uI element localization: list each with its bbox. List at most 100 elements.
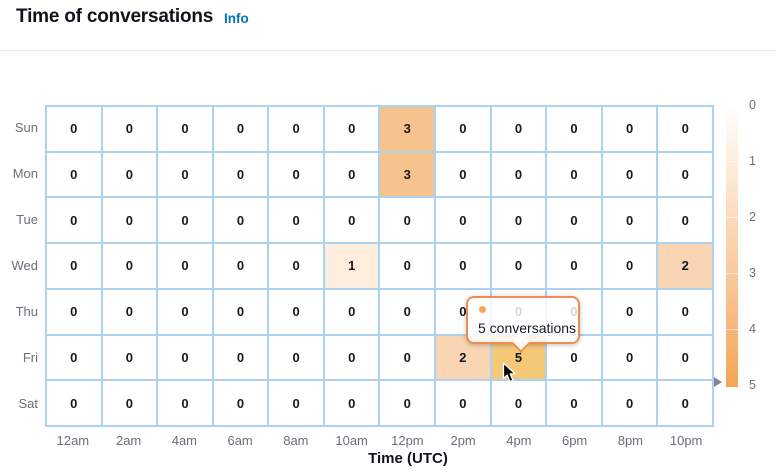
heatmap-cell[interactable]: 0 [46, 197, 102, 244]
heatmap-cell[interactable]: 0 [101, 334, 158, 381]
heatmap-cell[interactable]: 0 [101, 197, 158, 244]
x-axis-label: 4pm [506, 433, 532, 448]
x-axis-label: 4am [171, 433, 198, 448]
legend-tick-label: 3 [749, 266, 756, 280]
x-axis-label: 8pm [617, 433, 644, 448]
heatmap-cell[interactable]: 0 [268, 151, 324, 198]
heatmap-cell[interactable]: 0 [601, 380, 658, 426]
heatmap-cell[interactable]: 0 [268, 197, 324, 244]
heatmap-cell[interactable]: 0 [212, 380, 269, 426]
heatmap-cell[interactable]: 0 [323, 288, 380, 335]
heatmap-cell[interactable]: 0 [435, 380, 491, 426]
heatmap-cell[interactable]: 0 [101, 243, 158, 289]
x-axis-label: 10pm [669, 433, 703, 448]
heatmap-cell[interactable]: 0 [490, 106, 547, 152]
heatmap-cell[interactable]: 0 [157, 334, 213, 381]
heatmap-cell[interactable]: 0 [601, 334, 658, 381]
heatmap-cell[interactable]: 2 [657, 243, 713, 289]
heatmap-cell[interactable]: 0 [657, 288, 713, 335]
heatmap-cell[interactable]: 0 [46, 334, 102, 381]
heatmap-cell[interactable]: 0 [268, 380, 324, 426]
heatmap-cell[interactable]: 0 [268, 106, 324, 152]
heatmap-cell[interactable]: 0 [657, 151, 713, 198]
heatmap-cell[interactable]: 0 [379, 288, 436, 335]
heatmap-cell[interactable]: 0 [323, 106, 380, 152]
heatmap-cell[interactable]: 0 [101, 151, 158, 198]
heatmap-cell[interactable]: 0 [101, 288, 158, 335]
heatmap-cell[interactable]: 0 [490, 380, 547, 426]
heatmap-cell[interactable]: 0 [435, 243, 491, 289]
x-axis-labels: 12am 2am 4am 6am 8am 10am 12pm 2pm 4pm 6pm 8pm 10pm [45, 430, 714, 452]
heatmap-cell[interactable]: 0 [46, 151, 102, 198]
heatmap-cell[interactable]: 0 [212, 334, 269, 381]
heatmap-cell[interactable]: 0 [268, 243, 324, 289]
y-axis-label: Tue [16, 212, 38, 227]
heatmap-cell[interactable]: 0 [157, 380, 213, 426]
mouse-cursor-icon [502, 362, 516, 383]
heatmap-cell[interactable]: 0 [601, 106, 658, 152]
heatmap-cell[interactable]: 0 [546, 151, 602, 198]
heatmap-cell[interactable]: 0 [546, 197, 602, 244]
legend-step-divider [726, 329, 738, 330]
heatmap-cell[interactable]: 0 [323, 197, 380, 244]
x-axis-label: 12pm [391, 433, 424, 448]
heatmap-cell[interactable]: 0 [601, 151, 658, 198]
heatmap-cell[interactable]: 0 [212, 288, 269, 335]
heatmap-cell[interactable]: 0 [490, 243, 547, 289]
heatmap-cell[interactable]: 0 [46, 380, 102, 426]
heatmap-cell[interactable]: 0 [546, 380, 602, 426]
heatmap-cell[interactable]: 1 [323, 243, 380, 289]
heatmap-cell[interactable]: 0 [157, 151, 213, 198]
heatmap-cell[interactable]: 0 [323, 151, 380, 198]
heatmap-cell[interactable]: 3 [379, 151, 436, 198]
heatmap-cell[interactable]: 0 [268, 334, 324, 381]
heatmap-cell[interactable]: 0 [157, 288, 213, 335]
heatmap-cell[interactable]: 0 [157, 243, 213, 289]
heatmap-cell[interactable]: 0 [490, 197, 547, 244]
heatmap-cell[interactable]: 3 [379, 106, 436, 152]
heatmap-cell[interactable]: 0 [601, 288, 658, 335]
y-axis-label: Sun [14, 120, 38, 135]
heatmap-cell[interactable]: 0 [101, 380, 158, 426]
heatmap-cell[interactable]: 0 [212, 106, 269, 152]
x-axis-label: 8am [283, 433, 309, 448]
heatmap-cell[interactable]: 0 [435, 151, 491, 198]
heatmap-cell[interactable]: 0 [546, 243, 602, 289]
legend-tick-label: 1 [749, 154, 756, 168]
heatmap-cell[interactable]: 0 [46, 288, 102, 335]
heatmap-cell[interactable]: 0 [546, 106, 602, 152]
heatmap-cell[interactable]: 0 [46, 106, 102, 152]
heatmap-cell[interactable]: 0 [601, 243, 658, 289]
y-axis-label: Mon [12, 166, 38, 181]
heatmap-cell[interactable]: 0 [101, 106, 158, 152]
y-axis-label: Sat [18, 396, 38, 411]
legend-tick-label: 0 [749, 98, 756, 112]
heatmap-cell[interactable]: 0 [157, 197, 213, 244]
legend-step-divider [726, 217, 738, 218]
heatmap-cell[interactable]: 0 [657, 334, 713, 381]
heatmap-cell[interactable]: 0 [657, 197, 713, 244]
y-axis-label: Thu [15, 304, 38, 319]
heatmap-cell[interactable]: 0 [657, 380, 713, 426]
heatmap-cell[interactable]: 0 [490, 151, 547, 198]
x-axis-label: 12am [56, 433, 90, 448]
info-link[interactable]: Info [224, 11, 249, 26]
heatmap-cell[interactable]: 0 [379, 380, 436, 426]
heatmap-cell[interactable]: 0 [157, 106, 213, 152]
heatmap-cell[interactable]: 0 [379, 334, 436, 381]
heatmap-cell[interactable]: 0 [212, 197, 269, 244]
heatmap-cell[interactable]: 0 [212, 243, 269, 289]
heatmap-cell[interactable]: 0 [323, 334, 380, 381]
heatmap-cell[interactable]: 0 [323, 380, 380, 426]
heatmap-cell[interactable]: 0 [46, 243, 102, 289]
heatmap-cell[interactable]: 0 [657, 106, 713, 152]
heatmap-cell[interactable]: 0 [268, 288, 324, 335]
heatmap-cell[interactable]: 0 [435, 106, 491, 152]
legend-position-marker-icon [714, 377, 722, 387]
heatmap-cell[interactable]: 0 [379, 243, 436, 289]
heatmap-cell[interactable]: 0 [601, 197, 658, 244]
heatmap-cell[interactable]: 0 [435, 197, 491, 244]
legend-tick-label: 4 [749, 322, 756, 336]
heatmap-cell[interactable]: 0 [212, 151, 269, 198]
heatmap-cell[interactable]: 0 [379, 197, 436, 244]
